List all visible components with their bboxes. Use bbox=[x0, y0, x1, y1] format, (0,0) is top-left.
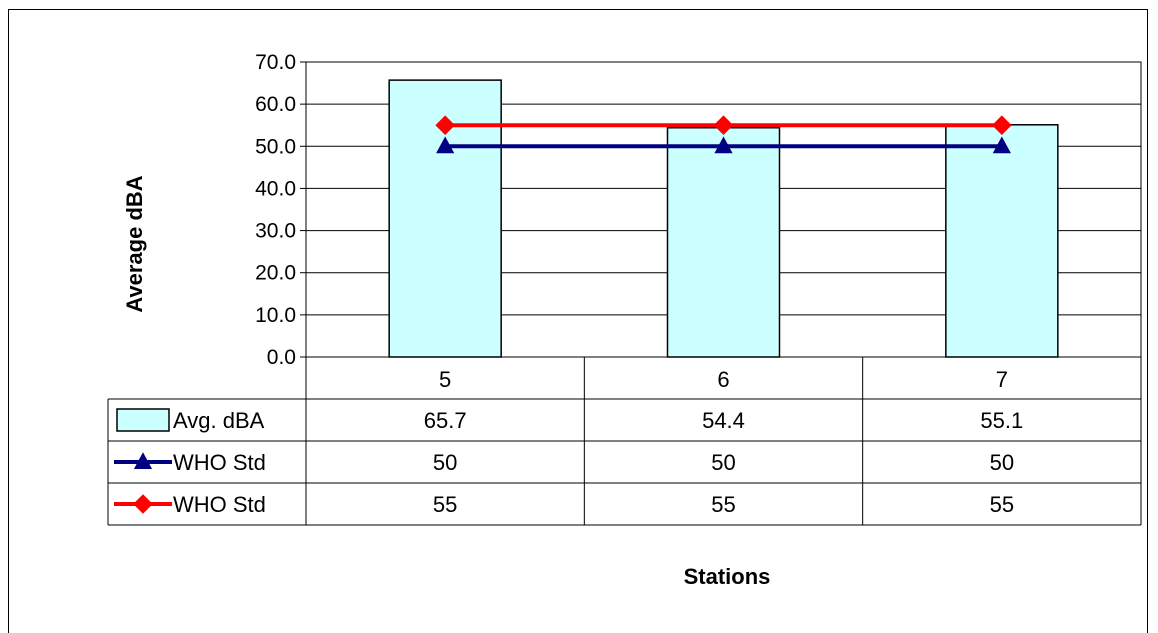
data-cell-label: 55 bbox=[711, 492, 735, 517]
bar bbox=[945, 124, 1059, 358]
diamond-marker bbox=[992, 115, 1012, 136]
triangle-marker bbox=[992, 136, 1011, 154]
data-cell-label: 54.4 bbox=[702, 408, 745, 433]
data-cell-label: 55.1 bbox=[980, 408, 1023, 433]
data-cell-label: 55 bbox=[990, 492, 1014, 517]
category-label: 6 bbox=[717, 367, 729, 392]
y-tick-label: 40.0 bbox=[255, 177, 296, 200]
category-label: 7 bbox=[996, 367, 1008, 392]
data-cell-label: 55 bbox=[433, 492, 457, 517]
legend-label: Avg. dBA bbox=[173, 408, 265, 433]
y-tick-label: 30.0 bbox=[255, 220, 296, 243]
legend-label: WHO Std bbox=[173, 450, 266, 475]
diamond-marker bbox=[435, 115, 455, 136]
triangle-marker bbox=[436, 136, 455, 154]
data-table: 5 6 7 Avg. dBA 65.7 54.4 55.1 WHO Std 50 50 50 WHO … bbox=[107, 357, 1142, 526]
y-tick-label: 50.0 bbox=[255, 135, 296, 158]
y-tick-label: 20.0 bbox=[255, 262, 296, 285]
bar bbox=[666, 126, 781, 358]
y-tick-label: 70.0 bbox=[255, 51, 296, 74]
legend-label: WHO Std bbox=[173, 492, 266, 517]
y-tick-label: 0.0 bbox=[267, 346, 296, 369]
data-cell-label: 50 bbox=[711, 450, 735, 475]
triangle-marker bbox=[714, 136, 733, 154]
data-cell-label: 50 bbox=[433, 450, 457, 475]
diamond-marker bbox=[133, 494, 153, 514]
axes: 0.0 10.0 20.0 30.0 40.0 50.0 60.0 70.0 bbox=[255, 51, 1142, 369]
y-axis-title: Average dBA bbox=[122, 175, 147, 312]
diamond-marker bbox=[713, 115, 734, 136]
data-cell-label: 50 bbox=[990, 450, 1014, 475]
y-tick-label: 10.0 bbox=[255, 304, 296, 327]
y-tick-label: 60.0 bbox=[255, 93, 296, 116]
plot-area-border bbox=[305, 61, 1142, 358]
data-cell-label: 65.7 bbox=[424, 408, 467, 433]
triangle-marker bbox=[133, 452, 153, 469]
x-axis-title: Stations bbox=[684, 564, 771, 589]
chart-frame bbox=[8, 9, 1148, 633]
legend-key-bar bbox=[116, 408, 170, 432]
category-label: 5 bbox=[439, 367, 451, 392]
series-lines bbox=[435, 115, 1012, 154]
